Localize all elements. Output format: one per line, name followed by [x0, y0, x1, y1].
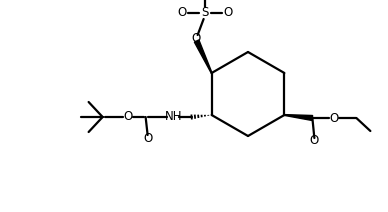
Text: O: O: [177, 7, 186, 20]
Polygon shape: [194, 40, 212, 73]
Text: O: O: [223, 7, 232, 20]
Text: NH: NH: [165, 110, 182, 124]
Text: O: O: [310, 134, 319, 148]
Text: O: O: [330, 112, 339, 124]
Text: S: S: [201, 7, 208, 20]
Text: O: O: [123, 110, 132, 124]
Text: O: O: [143, 131, 152, 145]
Polygon shape: [284, 115, 313, 120]
Text: O: O: [191, 32, 200, 46]
